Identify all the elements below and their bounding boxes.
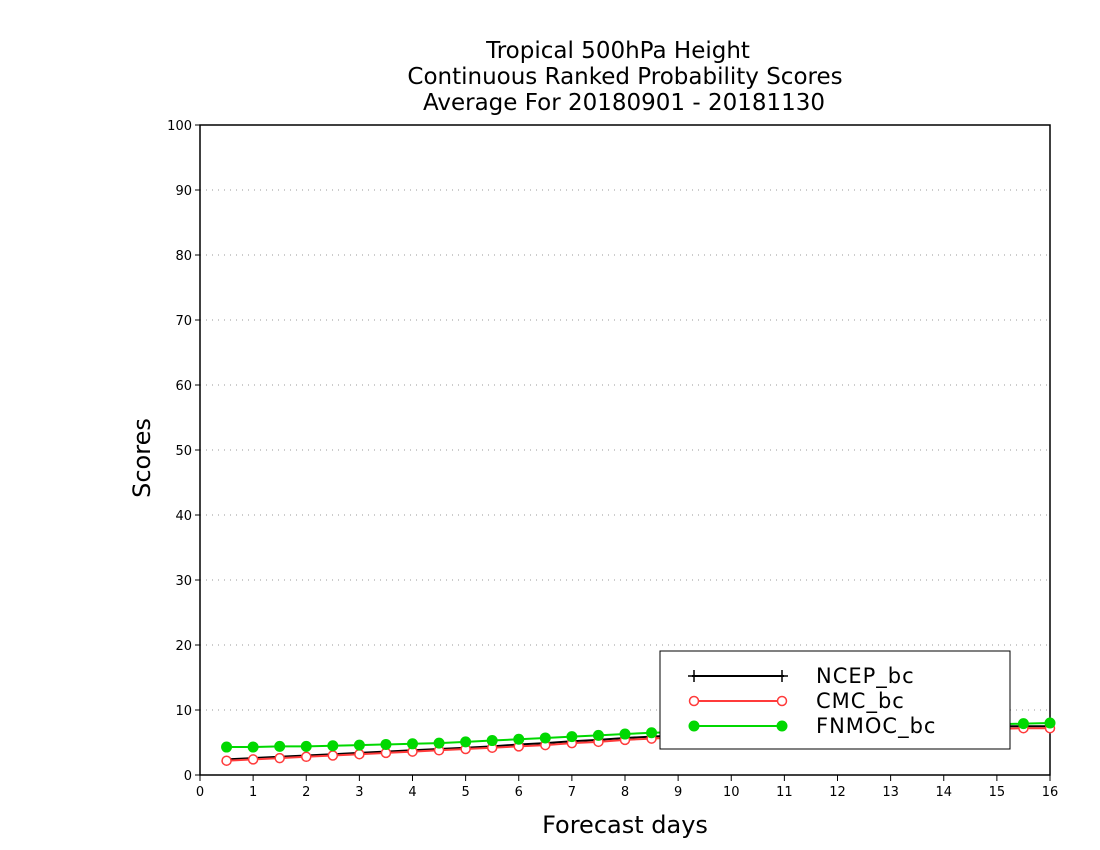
- x-tick-label: 10: [723, 785, 740, 800]
- legend-marker-cmc-bc: [688, 695, 700, 707]
- data-point-fnmoc-bc: [407, 738, 418, 750]
- legend-label-fnmoc: FNMOC_bc: [816, 714, 936, 739]
- y-tick-label: 90: [175, 184, 192, 199]
- data-point-fnmoc-bc: [646, 727, 658, 739]
- x-tick-label: 2: [302, 785, 310, 800]
- x-tick-label: 5: [461, 785, 469, 800]
- x-tick-label: 1: [249, 785, 257, 800]
- legend-marker-cmc-bc: [776, 695, 788, 707]
- x-tick-label: 16: [1042, 785, 1059, 800]
- data-point-fnmoc-bc: [566, 731, 578, 743]
- data-point-cmc-bc: [301, 751, 312, 763]
- x-tick-label: 11: [776, 785, 793, 800]
- y-tick-label: 80: [175, 249, 192, 264]
- legend: NCEP_bc CMC_bc FNMOC_bc: [659, 650, 1011, 750]
- legend-label-cmc: CMC_bc: [816, 689, 905, 714]
- legend-samples: [688, 670, 788, 732]
- x-tick-label: 15: [989, 785, 1006, 800]
- data-point-fnmoc-bc: [1017, 718, 1029, 730]
- x-tick-label: 7: [568, 785, 576, 800]
- gridlines: [200, 189, 1050, 711]
- x-tick-label: 12: [829, 785, 846, 800]
- data-point-fnmoc-bc: [486, 735, 498, 747]
- legend-marker-fnmoc-bc: [688, 720, 700, 732]
- x-tick-label: 9: [674, 785, 682, 800]
- y-tick-label: 20: [175, 639, 192, 654]
- x-tick-label: 3: [355, 785, 363, 800]
- x-tick-label: 8: [621, 785, 629, 800]
- data-point-fnmoc-bc: [247, 741, 259, 753]
- chart-title-line-1: Tropical 500hPa Height: [485, 38, 750, 64]
- x-axis-title: Forecast days: [542, 811, 708, 839]
- x-tick-label: 4: [408, 785, 416, 800]
- data-point-fnmoc-bc: [1044, 717, 1056, 729]
- legend-marker-fnmoc-bc: [776, 720, 788, 732]
- y-tick-label: 50: [175, 444, 192, 459]
- data-point-fnmoc-bc: [353, 739, 365, 751]
- data-point-fnmoc-bc: [221, 741, 233, 753]
- data-point-fnmoc-bc: [619, 728, 631, 740]
- legend-sample-cmc-bc: [688, 695, 788, 707]
- data-point-fnmoc-bc: [433, 737, 445, 749]
- legend-marker-ncep-bc: [688, 670, 700, 682]
- y-tick-label: 0: [184, 769, 192, 784]
- data-point-fnmoc-bc: [592, 729, 604, 741]
- data-point-fnmoc-bc: [274, 740, 286, 752]
- y-axis-title: Scores: [128, 418, 156, 498]
- y-axis-ticks: 0 10 20 30 40 50 60 70 80 90 100: [167, 119, 200, 784]
- x-tick-label: 13: [882, 785, 899, 800]
- y-tick-label: 60: [175, 379, 192, 394]
- legend-label-ncep: NCEP_bc: [816, 664, 915, 689]
- data-point-fnmoc-bc: [460, 736, 472, 748]
- data-point-fnmoc-bc: [327, 740, 339, 752]
- data-point-fnmoc-bc: [300, 740, 312, 752]
- data-point-fnmoc-bc: [513, 733, 525, 745]
- y-tick-label: 10: [175, 704, 192, 719]
- legend-sample-ncep-bc: [688, 670, 788, 682]
- data-point-cmc-bc: [354, 748, 365, 760]
- data-point-fnmoc-bc: [380, 738, 392, 750]
- chart-title-line-2: Continuous Ranked Probability Scores: [407, 64, 842, 90]
- chart-title-line-3: Average For 20180901 - 20181130: [423, 90, 825, 116]
- y-tick-label: 100: [167, 119, 192, 134]
- y-tick-label: 40: [175, 509, 192, 524]
- x-tick-label: 0: [196, 785, 204, 800]
- legend-marker-ncep-bc: [776, 670, 788, 682]
- chart-title: Tropical 500hPa Height Continuous Ranked…: [407, 38, 842, 116]
- legend-sample-fnmoc-bc: [688, 720, 788, 732]
- x-axis-ticks: 0 1 2 3 4 5 6 7 8 9 10 11 12 13 14 15 16: [196, 775, 1058, 800]
- data-point-cmc-bc: [327, 750, 339, 761]
- x-tick-label: 6: [515, 785, 523, 800]
- x-tick-label: 14: [935, 785, 952, 800]
- y-tick-label: 70: [175, 314, 192, 329]
- data-point-cmc-bc: [221, 755, 232, 766]
- data-point-fnmoc-bc: [539, 732, 551, 744]
- y-tick-label: 30: [175, 574, 192, 589]
- data-point-cmc-bc: [247, 754, 259, 765]
- data-point-cmc-bc: [274, 752, 285, 764]
